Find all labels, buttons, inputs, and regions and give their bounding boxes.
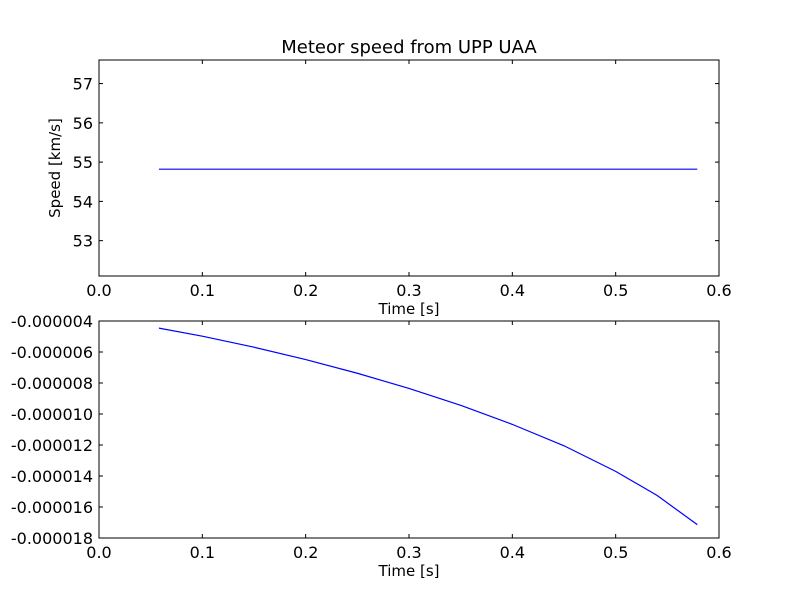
second-y-tick-label: -0.000012 (11, 436, 93, 455)
second-y-tick-label: -0.000008 (11, 374, 93, 393)
speed-y-tick-label: 56 (73, 114, 93, 133)
second-y-ticks: -0.000004 -0.000006 -0.000008 -0.000010 -0.0… (11, 312, 719, 548)
speed-subplot: 0.0 0.1 0.2 0.3 0.4 0.5 0.6 53 54 55 56 57 Meteor … (46, 37, 732, 318)
second-x-tick-label: 0.4 (500, 543, 525, 562)
second-y-tick-label: -0.000016 (11, 498, 93, 517)
second-x-tick-label: 0.6 (706, 543, 731, 562)
second-series-layer (158, 327, 698, 526)
second-series-line-0 (158, 327, 698, 526)
speed-y-ticks: 53 54 55 56 57 (73, 75, 719, 251)
speed-y-tick-label: 55 (73, 153, 93, 172)
speed-x-tick-label: 0.0 (86, 281, 111, 300)
second-x-tick-label: 0.5 (603, 543, 628, 562)
second-x-tick-label: 0.3 (396, 543, 421, 562)
speed-x-tick-label: 0.4 (500, 281, 525, 300)
speed-plot-area (99, 60, 719, 276)
speed-x-axis-label: Time [s] (378, 300, 440, 318)
second-y-tick-label: -0.000004 (11, 312, 93, 331)
second-y-tick-label: -0.000010 (11, 405, 93, 424)
second-x-tick-label: 0.2 (293, 543, 318, 562)
speed-x-tick-label: 0.5 (603, 281, 628, 300)
speed-x-tick-label: 0.6 (706, 281, 731, 300)
second-y-tick-label: -0.000014 (11, 467, 93, 486)
speed-y-tick-label: 53 (73, 232, 93, 251)
speed-x-tick-label: 0.3 (396, 281, 421, 300)
speed-x-ticks: 0.0 0.1 0.2 0.3 0.4 0.5 0.6 (86, 60, 732, 300)
second-x-tick-label: 0.1 (190, 543, 215, 562)
speed-y-tick-label: 57 (73, 75, 93, 94)
speed-y-axis-label: Speed [km/s] (46, 118, 64, 218)
speed-x-tick-label: 0.2 (293, 281, 318, 300)
second-x-axis-label: Time [s] (378, 562, 440, 580)
second-y-tick-label: -0.000006 (11, 343, 93, 362)
speed-x-tick-label: 0.1 (190, 281, 215, 300)
speed-y-tick-label: 54 (73, 192, 93, 211)
second-x-tick-label: 0.0 (86, 543, 111, 562)
second-subplot: 0.0 0.1 0.2 0.3 0.4 0.5 0.6 -0.000004 -0.000006… (11, 312, 732, 580)
second-y-tick-label: -0.000018 (11, 529, 93, 548)
second-x-ticks: 0.0 0.1 0.2 0.3 0.4 0.5 0.6 (86, 321, 732, 562)
second-plot-area (99, 321, 719, 538)
chart-title: Meteor speed from UPP UAA (281, 37, 537, 58)
